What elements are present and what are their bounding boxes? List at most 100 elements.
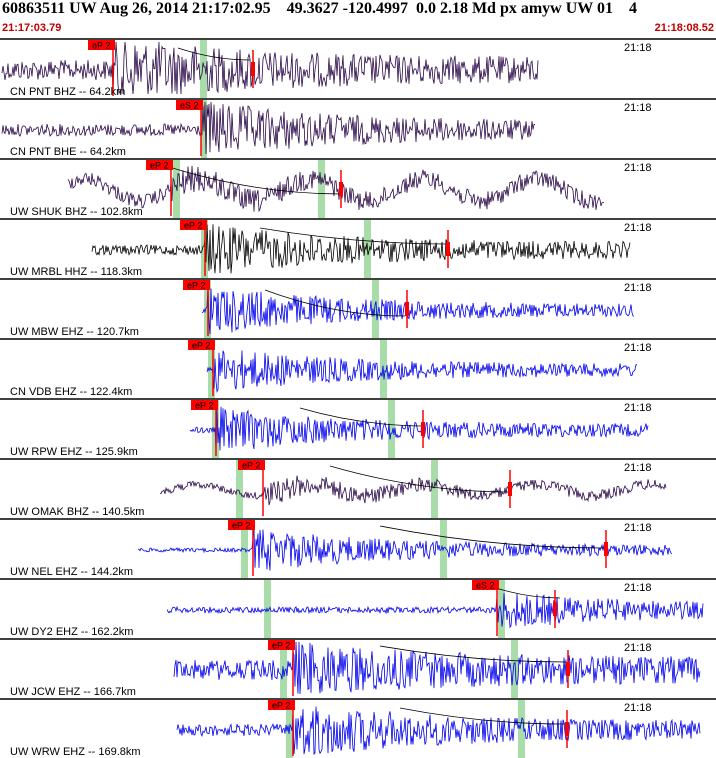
arrival-curve [159,163,343,195]
coda-mark-box [339,182,343,196]
waveform [189,406,649,452]
panel-time-label: 21:18 [624,402,652,414]
panel-time-label: 21:18 [624,522,652,534]
arrival-curve [379,525,605,549]
station-label: UW DY2 EHZ -- 162.2km [10,626,133,638]
waveform [1,41,539,95]
waveform [173,641,701,695]
panel-time-label: 21:18 [624,102,652,114]
station-label: UW OMAK BHZ -- 140.5km [10,506,144,518]
coda-mark-box [566,662,570,676]
panel-time-label: 21:18 [624,462,652,474]
trace-panel: eP 2 21:18 UW OMAK BHZ -- 140.5km [0,458,716,518]
trace-panel: eP 2 21:18 UW MBW EHZ -- 120.7km [0,278,716,338]
window-band [236,460,243,518]
pick-label: eP 2 [232,521,250,531]
waveform [159,475,667,506]
trace-panel: eP 2 21:18 UW JCW EHZ -- 166.7km [0,638,716,698]
station-label: UW MRBL HHZ -- 118.3km [10,266,142,278]
pick-box[interactable] [183,280,210,290]
coda-mark-box [565,722,569,736]
coda-mark-box [508,482,512,496]
pick-label: eP 2 [272,701,290,711]
station-label: CN PNT BHE -- 64.2km [10,146,126,158]
arrival-curve [329,465,511,493]
trace-panel: eS 2 21:18 CN PNT BHE -- 64.2km [0,98,716,158]
station-label: UW WRW EHZ -- 169.8km [10,746,141,758]
event-title: 60863511 UW Aug 26, 2014 21:17:02.95 49.… [2,0,637,17]
panel-time-label: 21:18 [624,342,652,354]
window-band [431,460,438,518]
arrival-curve [379,645,567,663]
pick-box[interactable] [228,520,255,530]
pick-box[interactable] [146,160,173,170]
seismogram-plot: eP 2 21:18 CN PNT BHZ -- 64.2km eS 2 21:18 CN… [0,38,716,758]
waveform [166,593,704,629]
window-band [388,400,395,458]
panel-time-label: 21:18 [624,582,652,594]
panel-time-label: 21:18 [624,222,652,234]
pick-label: eS 2 [180,101,199,111]
station-label: UW SHUK BHZ -- 102.8km [10,206,143,218]
pick-box[interactable] [191,400,218,410]
record-header: 60863511 UW Aug 26, 2014 21:17:02.95 49.… [0,0,716,38]
coda-mark-box [251,62,255,76]
arrival-curve [177,47,251,61]
coda-mark-box [405,302,409,316]
station-label: UW RPW EHZ -- 125.9km [10,446,138,458]
end-time: 21:18:08.52 [654,22,714,34]
arrival-curve [259,227,451,245]
pick-label: eP 2 [187,281,205,291]
window-band [200,40,207,98]
window-band [511,640,518,698]
pick-label: eP 2 [272,641,290,651]
waveform [1,101,536,155]
waveform [206,350,638,393]
window-band [518,700,525,758]
arrival-curve [299,407,426,427]
trace-panel: eP 2 21:18 CN PNT BHZ -- 64.2km [0,38,716,98]
pick-box[interactable] [238,460,265,470]
coda-mark-box [446,242,450,256]
window-band [372,280,379,338]
panel-time-label: 21:18 [624,282,652,294]
waveform [201,287,635,335]
station-label: UW NEL EHZ -- 144.2km [10,566,133,578]
coda-mark-box [421,422,425,436]
panel-time-label: 21:18 [624,702,652,714]
pick-box[interactable] [176,100,203,110]
trace-panel: eP 2 21:18 UW RPW EHZ -- 125.9km [0,398,716,458]
pick-label: eP 2 [150,161,168,171]
pick-box[interactable] [268,700,295,710]
coda-mark-box [553,602,557,616]
waveform [67,165,604,213]
waveform [91,224,631,274]
coda-mark-box [604,542,608,556]
start-time: 21:17:03.79 [2,22,62,34]
waveform [137,528,673,571]
trace-panel: eP 2 21:18 UW NEL EHZ -- 144.2km [0,518,716,578]
waveform [176,706,701,756]
panel-time-label: 21:18 [624,42,652,54]
window-band [318,160,325,218]
arrival-curve [399,707,567,725]
station-label: CN PNT BHZ -- 64.2km [10,86,125,98]
trace-panel: eP 2 21:18 CN VDB EHZ -- 122.4km [0,338,716,398]
station-label: UW MBW EHZ -- 120.7km [10,326,139,338]
pick-box[interactable] [268,640,295,650]
pick-label: eS 2 [476,581,495,591]
station-label: UW JCW EHZ -- 166.7km [10,686,136,698]
pick-box[interactable] [88,40,115,50]
pick-box[interactable] [188,340,215,350]
pick-box[interactable] [472,580,499,590]
pick-label: eP 2 [195,401,213,411]
pick-label: eP 2 [192,341,210,351]
pick-label: eP 2 [92,41,110,51]
station-label: CN VDB EHZ -- 122.4km [10,386,132,398]
pick-box[interactable] [180,220,207,230]
panel-time-label: 21:18 [624,642,652,654]
trace-panel: eP 2 21:18 UW SHUK BHZ -- 102.8km [0,158,716,218]
trace-panel: eS 2 21:18 UW DY2 EHZ -- 162.2km [0,578,716,638]
panel-time-label: 21:18 [624,162,652,174]
pick-label: eP 2 [242,461,260,471]
